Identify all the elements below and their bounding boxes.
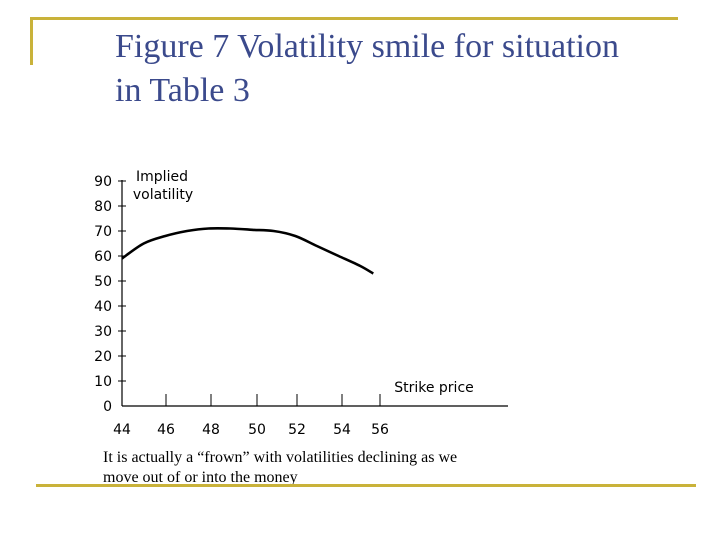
frame-bottom-rule: [36, 484, 696, 487]
y-axis-label-line-2: volatility: [133, 187, 193, 203]
x-tick-label: 56: [371, 422, 389, 438]
y-axis-label-line-1: Implied: [136, 169, 188, 185]
y-tick-label: 0: [103, 399, 112, 415]
y-tick-label: 80: [94, 199, 112, 215]
y-tick-label: 20: [94, 349, 112, 365]
frame-left-rule: [30, 17, 33, 65]
x-tick-label: 54: [333, 422, 351, 438]
x-tick-group: 44 46 48 50 52 54 56: [113, 394, 389, 438]
slide-title-line-2: in Table 3: [115, 72, 250, 109]
y-tick-label: 40: [94, 299, 112, 315]
slide-caption-line-2: move out of or into the money: [103, 469, 298, 486]
slide-caption: It is actually a “frown” with volatiliti…: [103, 448, 457, 488]
y-tick-label: 70: [94, 224, 112, 240]
y-tick-label: 50: [94, 274, 112, 290]
x-tick-label: 46: [157, 422, 175, 438]
x-tick-label: 48: [202, 422, 220, 438]
series-line: [121, 226, 374, 275]
y-tick-label: 10: [94, 374, 112, 390]
x-tick-label: 44: [113, 422, 131, 438]
frame-top-rule: [30, 17, 678, 20]
x-tick-label: 50: [248, 422, 266, 438]
y-tick-label: 90: [94, 174, 112, 190]
slide-title-line-1: Figure 7 Volatility smile for situation: [115, 28, 620, 65]
y-tick-group: 0 10 20 30 40 50 60 70 80 90: [94, 174, 126, 415]
slide-caption-line-1: It is actually a “frown” with volatiliti…: [103, 449, 458, 466]
y-tick-label: 60: [94, 249, 112, 265]
x-axis-label: Strike price: [394, 380, 474, 396]
x-tick-label: 52: [288, 422, 306, 438]
y-tick-label: 30: [94, 324, 112, 340]
slide-title: Figure 7 Volatility smile for situation …: [115, 25, 715, 113]
